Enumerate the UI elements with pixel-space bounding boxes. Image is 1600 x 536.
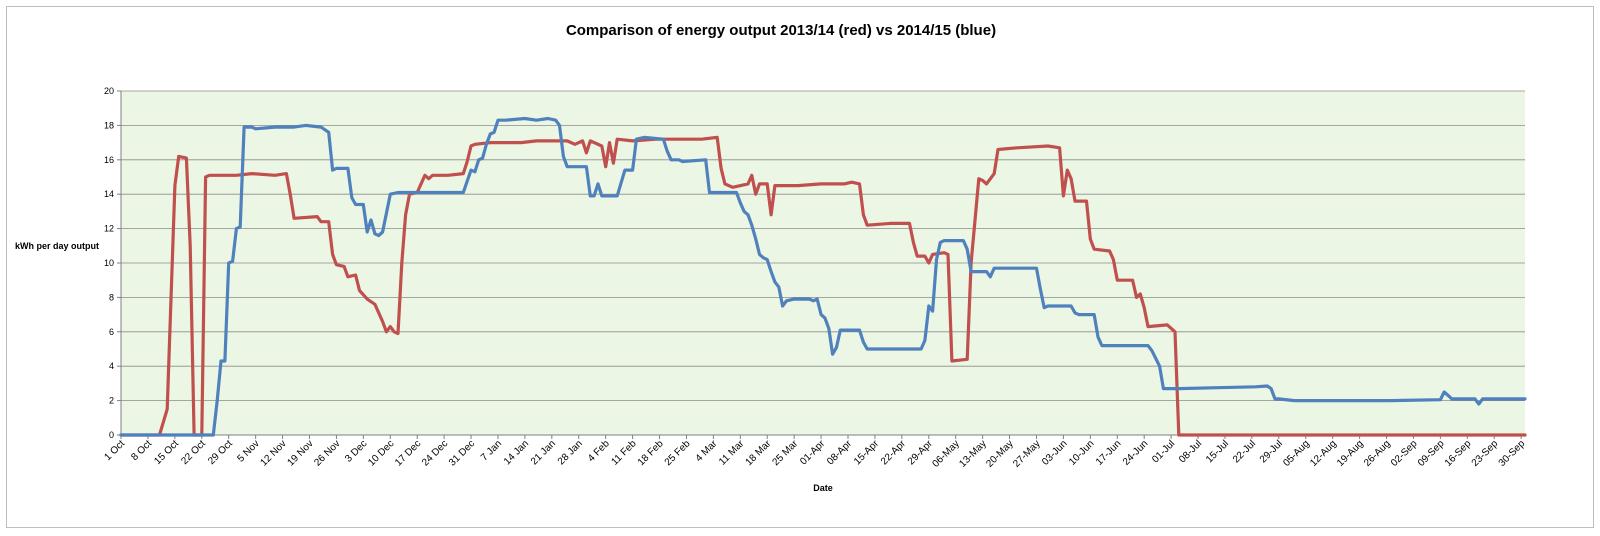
x-tick-label: 12 Nov bbox=[258, 438, 288, 468]
x-tick-label: 22-Jul bbox=[1231, 438, 1258, 465]
x-tick-label: 7 Jan bbox=[479, 438, 504, 463]
x-tick-label: 11 Feb bbox=[609, 438, 639, 468]
x-tick-label: 27-May bbox=[1011, 438, 1042, 469]
x-tick-label: 18 Mar bbox=[744, 438, 774, 468]
x-tick-label: 01-Apr bbox=[798, 438, 827, 467]
x-tick-label: 10-Jun bbox=[1067, 438, 1096, 467]
x-tick-label: 12-Aug bbox=[1308, 438, 1339, 469]
x-tick-label: 11 Mar bbox=[717, 438, 747, 468]
y-tick-label: 10 bbox=[104, 258, 114, 268]
y-tick-label: 12 bbox=[104, 224, 114, 234]
x-tick-label: 08-Jul bbox=[1177, 438, 1204, 465]
x-tick-label: 4 Feb bbox=[586, 438, 612, 464]
x-tick-label: 15-Jul bbox=[1204, 438, 1231, 465]
grid-lines bbox=[121, 90, 1525, 402]
x-axis-label: Date bbox=[813, 483, 833, 493]
y-tick-label: 18 bbox=[104, 120, 114, 130]
x-tick-label: 10 Dec bbox=[366, 438, 396, 468]
x-tick-label: 09-Sep bbox=[1416, 438, 1447, 469]
y-tick-label: 0 bbox=[109, 430, 114, 440]
x-tick-label: 24 Dec bbox=[420, 438, 450, 468]
y-tick-label: 2 bbox=[109, 396, 114, 406]
x-tick-label: 15-Apr bbox=[852, 438, 881, 467]
chart-title: Comparison of energy output 2013/14 (red… bbox=[566, 22, 996, 39]
x-tick-label: 30-Sep bbox=[1497, 438, 1528, 469]
y-tick-label: 4 bbox=[109, 361, 114, 371]
x-tick-label: 26-Aug bbox=[1362, 438, 1393, 469]
x-tick-label: 4 Mar bbox=[694, 438, 720, 464]
x-tick-label: 03-Jun bbox=[1040, 438, 1069, 467]
x-tick-label: 15 Oct bbox=[152, 438, 181, 467]
x-tick-label: 14 Jan bbox=[502, 438, 531, 467]
x-tick-label: 17-Jun bbox=[1094, 438, 1123, 467]
y-tick-label: 14 bbox=[104, 189, 114, 199]
x-tick-label: 21 Jan bbox=[529, 438, 558, 467]
x-tick-label: 23-Sep bbox=[1470, 438, 1501, 469]
x-tick-label: 31 Dec bbox=[447, 438, 477, 468]
chart-frame: Comparison of energy output 2013/14 (red… bbox=[6, 6, 1594, 528]
x-tick-label: 29 Oct bbox=[206, 438, 235, 467]
x-tick-label: 28 Jan bbox=[556, 438, 585, 467]
x-tick-label: 22-Apr bbox=[879, 438, 908, 467]
x-tick-label: 19-Aug bbox=[1335, 438, 1366, 469]
y-tick-label: 6 bbox=[109, 327, 114, 337]
x-tick-label: 18 Feb bbox=[636, 438, 666, 468]
x-tick-label: 16-Sep bbox=[1443, 438, 1474, 469]
line-chart: Comparison of energy output 2013/14 (red… bbox=[15, 22, 1528, 493]
x-tick-label: 25 Feb bbox=[663, 438, 693, 468]
x-tick-label: 19 Nov bbox=[285, 438, 315, 468]
x-tick-label: 17 Dec bbox=[393, 438, 423, 468]
x-tick-label: 26 Nov bbox=[312, 438, 342, 468]
y-tick-label: 8 bbox=[109, 292, 114, 302]
x-tick-label: 1 Oct bbox=[102, 438, 127, 463]
y-tick-label: 16 bbox=[104, 155, 114, 165]
y-tick-label: 20 bbox=[104, 86, 114, 96]
y-axis-ticks: 0 2 4 6 8 10 12 14 16 18 20 bbox=[104, 86, 121, 440]
x-tick-label: 06-May bbox=[930, 438, 961, 469]
x-tick-label: 02-Sep bbox=[1389, 438, 1420, 469]
x-tick-label: 8 Oct bbox=[129, 438, 154, 463]
x-tick-label: 13-May bbox=[957, 438, 988, 469]
x-tick-label: 22 Oct bbox=[179, 438, 208, 467]
x-tick-label: 24-Jun bbox=[1121, 438, 1150, 467]
series-line-2 bbox=[119, 116, 1527, 437]
x-tick-label: 05-Aug bbox=[1281, 438, 1312, 469]
x-tick-label: 01-Jul bbox=[1150, 438, 1177, 465]
x-tick-label: 25 Mar bbox=[770, 438, 800, 468]
x-tick-label: 08-Apr bbox=[825, 438, 854, 467]
series-layer bbox=[119, 116, 1527, 437]
x-tick-label: 20-May bbox=[984, 438, 1015, 469]
y-axis-label: kWh per day output bbox=[15, 241, 99, 251]
